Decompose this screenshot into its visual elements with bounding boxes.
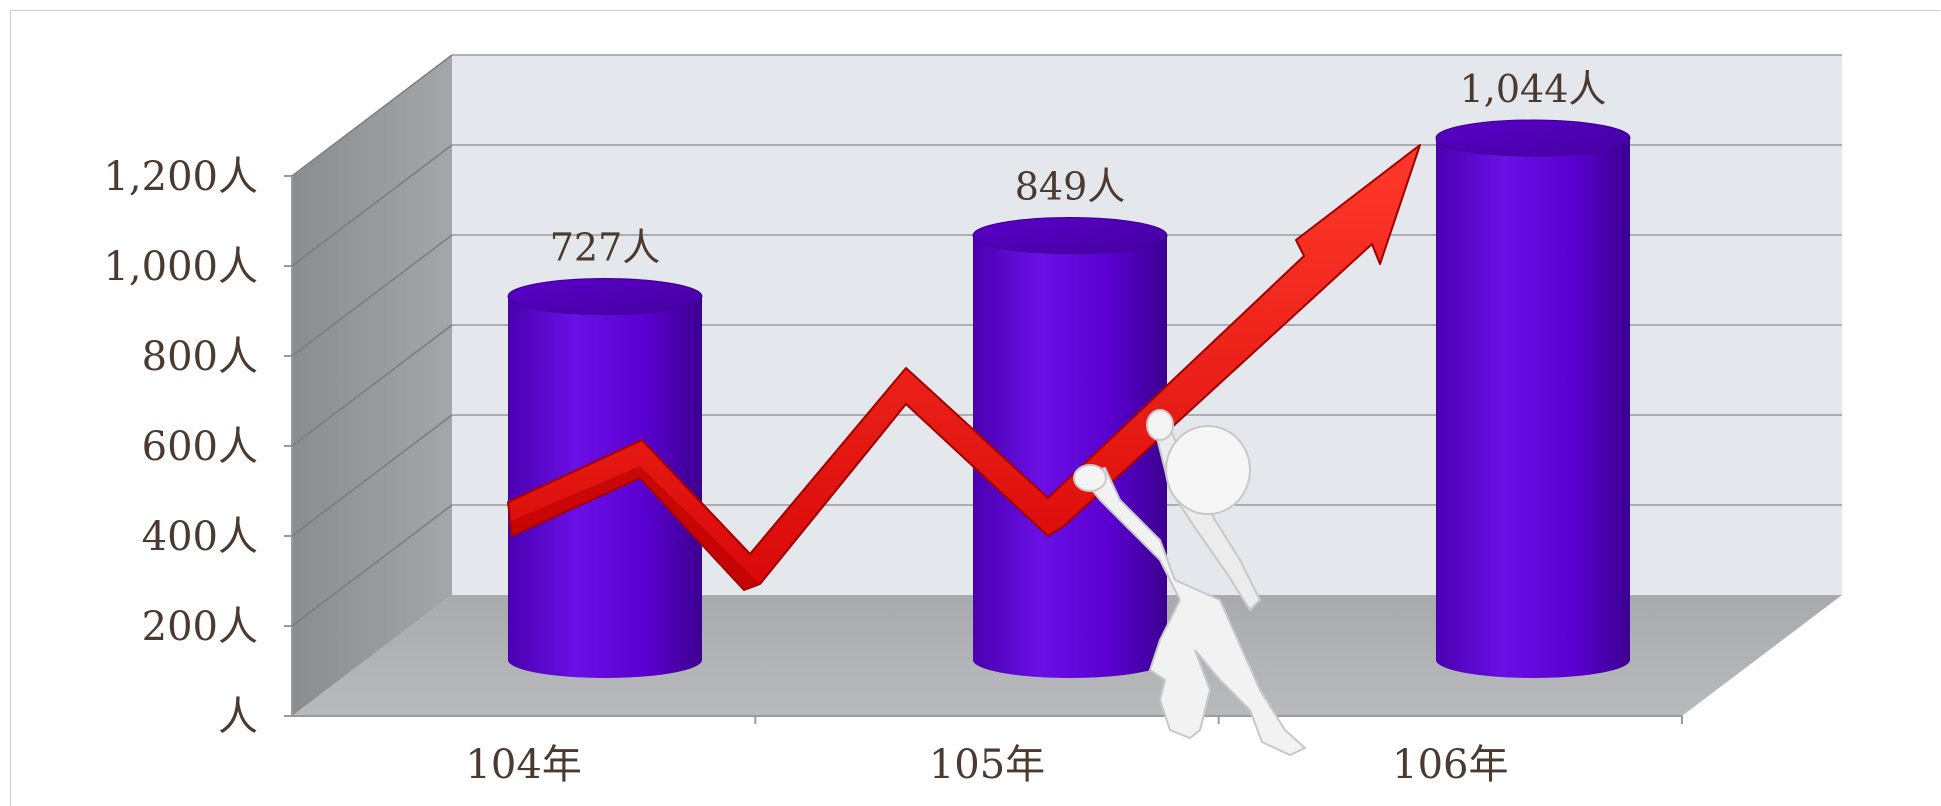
- x-category-label: 105年: [929, 742, 1045, 788]
- chart-frame: [10, 10, 1940, 806]
- y-tick-label: 1,200人: [103, 154, 258, 200]
- gridline-side: [291, 144, 453, 267]
- gridline-side: [291, 504, 453, 627]
- y-axis-ticks: 人 200人 400人 600人 800人 1,000人 1,200人: [103, 154, 292, 740]
- gridline-side: [291, 54, 453, 177]
- y-tick-label: 200人: [142, 604, 258, 650]
- gridline-side: [291, 234, 453, 357]
- x-category-label: 106年: [1392, 742, 1508, 788]
- y-tick-label: 400人: [142, 514, 258, 560]
- person-figure-icon: [1073, 409, 1307, 757]
- y-tick-label: 600人: [142, 424, 258, 470]
- trend-arrow-icon: [507, 144, 1421, 591]
- data-label: 727人: [550, 226, 661, 270]
- bar-cylinder: [972, 217, 1168, 678]
- gridline-side: [291, 414, 453, 537]
- bar-cylinder: [1435, 119, 1631, 678]
- gridline-side: [291, 324, 453, 447]
- y-tick-label: 1,000人: [103, 244, 258, 290]
- data-label: 1,044人: [1460, 67, 1607, 111]
- x-category-label: 104年: [465, 742, 581, 788]
- bars: 727人 849人 1,044人: [507, 67, 1631, 678]
- data-label: 849人: [1015, 165, 1126, 209]
- x-axis-ticks: 104年 105年 106年: [465, 716, 1683, 788]
- y-tick-label: 人: [218, 694, 258, 740]
- y-tick-label: 800人: [142, 334, 258, 380]
